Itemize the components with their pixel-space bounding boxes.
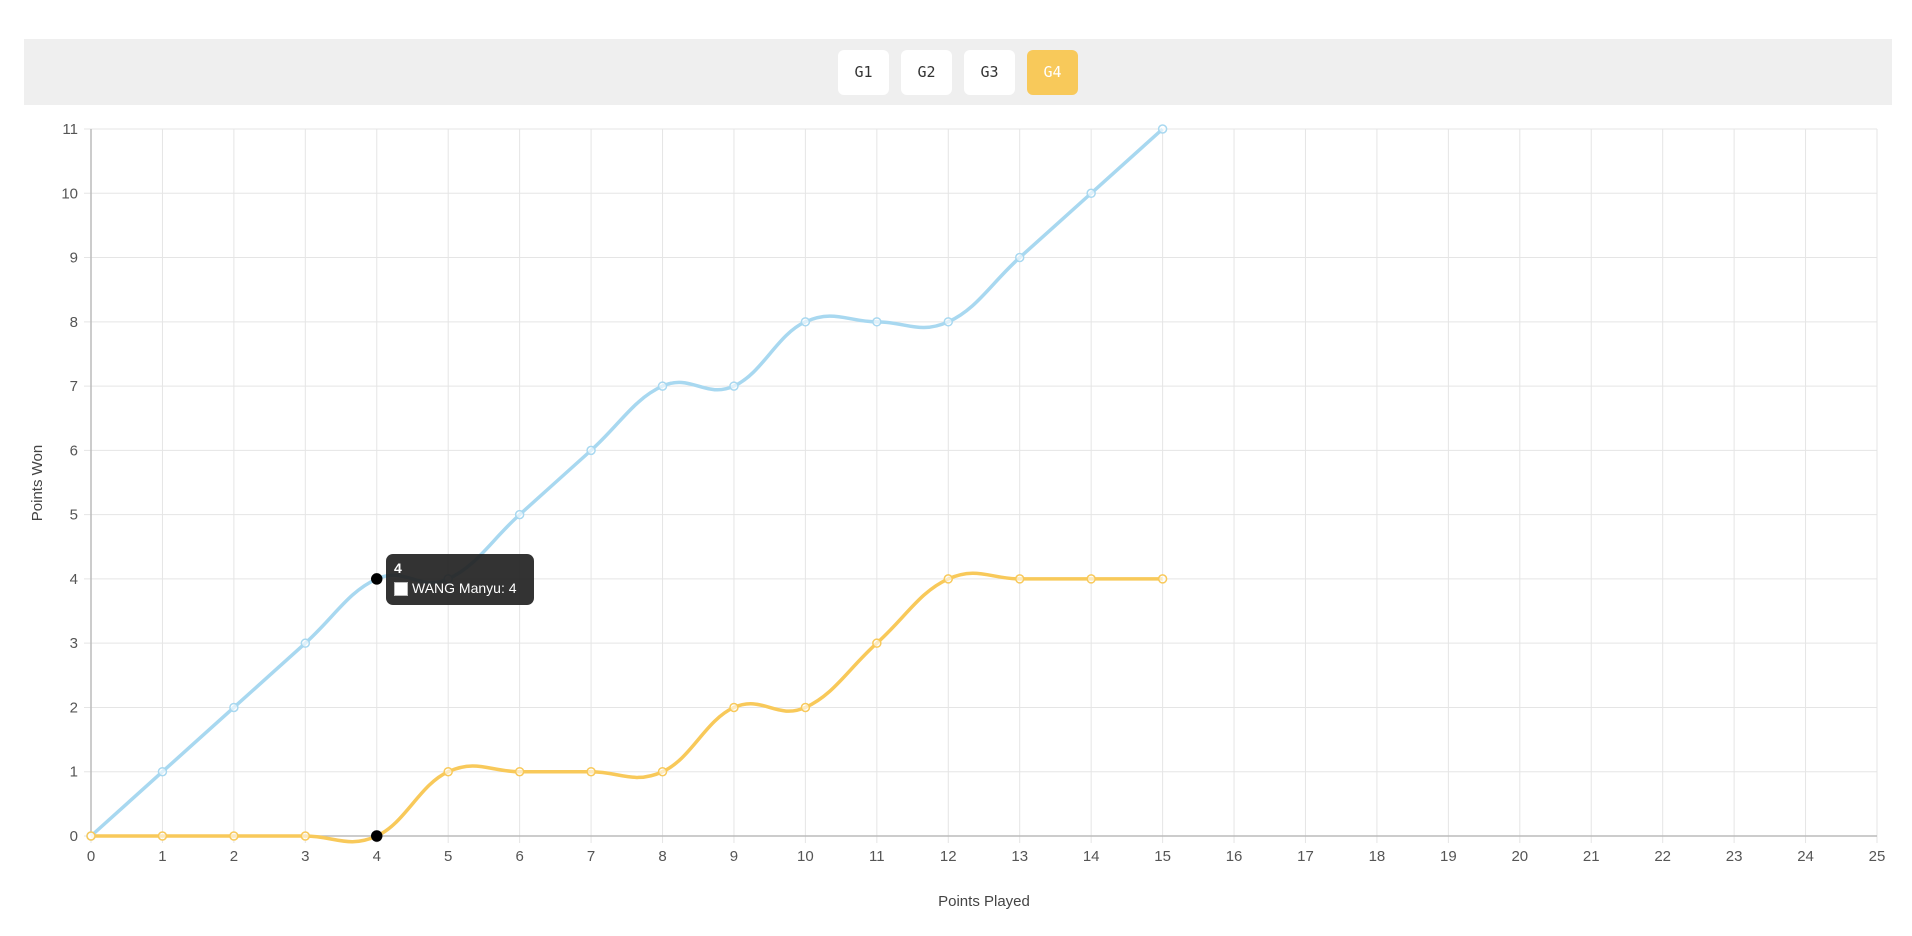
y-tick-label: 3	[70, 635, 78, 652]
y-tick-label: 9	[70, 250, 78, 267]
x-tick-label: 2	[230, 848, 238, 865]
tab-g2[interactable]: G2	[901, 49, 952, 95]
series-1-point	[86, 831, 96, 841]
series-1-point	[371, 830, 383, 842]
tab-g4[interactable]: G4	[1027, 49, 1078, 95]
x-tick-label: 10	[797, 848, 814, 865]
x-tick-label: 6	[515, 848, 523, 865]
x-tick-label: 0	[87, 848, 95, 865]
series-1-point	[229, 831, 239, 841]
chart-grid	[84, 128, 1878, 843]
series-1-line	[90, 571, 1163, 844]
x-axis-title: Points Played	[938, 893, 1030, 910]
x-tick-label: 17	[1297, 848, 1314, 865]
x-tick-label: 22	[1654, 848, 1671, 865]
chart-ticks: 0 1 2 3 4 5 6 7 8 9 10 11 12 13 14 15 16 17 18 19 20 21 22 23 24…	[61, 121, 1885, 865]
x-tick-label: 1	[158, 848, 166, 865]
tab-g3[interactable]: G3	[964, 49, 1015, 95]
tooltip-title: 4	[394, 560, 402, 576]
points-progression-chart: 0 1 2 3 4 5 6 7 8 9 10 11 12 13 14 15 16 17 18 19 20 21 22 23 24…	[29, 121, 1885, 910]
y-tick-label: 8	[70, 314, 78, 331]
series-1-point	[1014, 574, 1025, 584]
x-tick-label: 19	[1440, 848, 1457, 865]
tab-g1[interactable]: G1	[838, 49, 889, 95]
series-1-point	[514, 766, 525, 777]
chart-tooltip: 4 WANG Manyu: 4	[386, 554, 534, 605]
series-1-point	[729, 702, 739, 713]
series-0-point	[800, 317, 811, 327]
series-1-point	[1157, 574, 1168, 584]
tooltip-swatch	[394, 581, 408, 596]
series-0-point	[1157, 124, 1168, 134]
series-0-point	[1086, 188, 1096, 199]
series-1-point	[157, 831, 168, 841]
x-tick-label: 4	[373, 848, 381, 865]
y-tick-label: 7	[70, 378, 78, 395]
y-tick-label: 2	[70, 699, 78, 716]
series-0-line	[89, 127, 1164, 838]
y-tick-label: 1	[70, 764, 78, 781]
x-tick-label: 5	[444, 848, 452, 865]
y-axis-title: Points Won	[29, 445, 46, 521]
y-tick-label: 5	[70, 507, 78, 524]
x-tick-label: 15	[1154, 848, 1171, 865]
series-0-point	[872, 317, 882, 327]
x-tick-label: 18	[1369, 848, 1386, 865]
series-1-point	[586, 766, 596, 777]
x-tick-label: 12	[940, 848, 957, 865]
y-tick-label: 4	[70, 571, 78, 588]
chart-lines	[89, 127, 1164, 844]
series-0-point	[300, 638, 311, 648]
series-1-point	[800, 702, 811, 713]
x-tick-label: 11	[869, 848, 885, 865]
x-tick-label: 9	[730, 848, 738, 865]
x-tick-label: 24	[1797, 848, 1814, 865]
series-0-point	[729, 381, 739, 391]
x-tick-label: 21	[1583, 848, 1600, 865]
series-0-point	[943, 317, 954, 327]
chart-points	[86, 124, 1168, 842]
y-tick-label: 10	[61, 185, 78, 202]
series-0-point	[586, 445, 596, 456]
series-0-point	[229, 702, 239, 713]
y-tick-label: 6	[70, 442, 78, 459]
x-tick-label: 3	[301, 848, 309, 865]
series-0-point	[157, 766, 168, 777]
x-tick-label: 25	[1869, 848, 1886, 865]
game-selector: G1 G2 G3 G4	[24, 39, 1892, 105]
series-0-point	[657, 381, 668, 391]
series-1-point	[943, 574, 954, 584]
x-tick-label: 7	[587, 848, 595, 865]
series-1-point	[443, 766, 453, 777]
x-tick-label: 23	[1726, 848, 1743, 865]
series-0-point	[1014, 252, 1025, 263]
x-tick-label: 13	[1011, 848, 1028, 865]
series-1-point	[1086, 574, 1096, 584]
series-0-point	[514, 509, 525, 520]
x-tick-label: 20	[1511, 848, 1528, 865]
x-tick-label: 14	[1083, 848, 1100, 865]
series-1-point	[657, 766, 668, 777]
y-tick-label: 11	[62, 121, 78, 138]
x-tick-label: 8	[658, 848, 666, 865]
series-1-point	[300, 831, 311, 841]
tooltip-label: WANG Manyu: 4	[412, 580, 517, 596]
series-0-point	[371, 573, 383, 585]
y-tick-label: 0	[70, 828, 78, 845]
tooltip-row: WANG Manyu: 4	[394, 579, 526, 598]
series-1-point	[872, 638, 882, 648]
x-tick-label: 16	[1226, 848, 1243, 865]
